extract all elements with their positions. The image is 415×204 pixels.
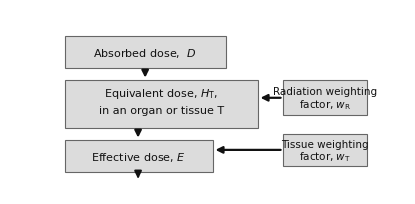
Text: Equivalent dose, $H_\mathregular{T}$,: Equivalent dose, $H_\mathregular{T}$, [104,87,218,101]
FancyBboxPatch shape [283,134,367,166]
FancyBboxPatch shape [65,81,258,128]
Text: Absorbed dose,  $D$: Absorbed dose, $D$ [93,46,197,59]
Text: in an organ or tissue T: in an organ or tissue T [99,106,224,116]
Text: factor, $w_\mathregular{R}$: factor, $w_\mathregular{R}$ [299,98,352,111]
FancyBboxPatch shape [65,37,226,69]
FancyBboxPatch shape [65,141,213,172]
FancyBboxPatch shape [283,81,367,116]
Text: Radiation weighting: Radiation weighting [273,87,377,97]
Text: Effective dose, $E$: Effective dose, $E$ [91,150,186,163]
Text: factor, $w_\mathregular{T}$: factor, $w_\mathregular{T}$ [299,150,351,163]
Text: Tissue weighting: Tissue weighting [281,139,369,149]
